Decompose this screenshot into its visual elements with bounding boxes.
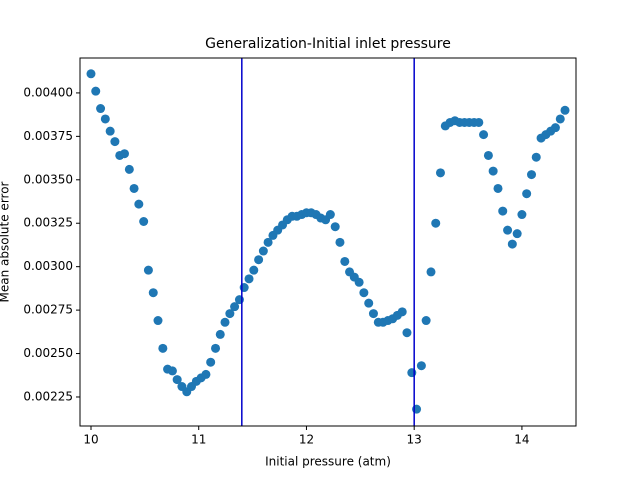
point [254,255,264,265]
point [215,329,225,339]
y-tick-label: 0.00375 [23,129,73,143]
point [129,183,139,193]
point [153,316,163,326]
point [244,274,254,284]
point [550,123,560,133]
point [110,137,120,147]
y-tick-label: 0.00300 [23,259,73,273]
y-tick-label: 0.00250 [23,346,73,360]
x-axis-label: Initial pressure (atm) [265,455,391,469]
point [507,239,517,249]
point [522,189,532,199]
point [402,328,412,338]
point [134,199,144,209]
point [220,317,230,327]
point [335,237,345,247]
plot-frame [79,57,577,427]
point [527,170,537,180]
y-tick-label: 0.00400 [23,85,73,99]
point [148,288,158,298]
point [100,114,110,124]
point [239,283,249,293]
y-tick-label: 0.00225 [23,389,73,403]
point [479,130,489,140]
point [517,210,527,220]
point [531,152,541,162]
point [359,288,369,298]
point [119,149,129,159]
point [258,246,268,256]
point [172,375,182,385]
point [560,105,570,115]
x-tick-label: 14 [514,433,529,447]
point [503,225,513,235]
point [407,368,417,378]
point [143,265,153,275]
y-tick-label: 0.00275 [23,303,73,317]
y-tick-label: 0.00350 [23,172,73,186]
point [483,150,493,160]
point [397,307,407,317]
point [249,265,259,275]
x-tick-label: 11 [191,433,206,447]
point [416,361,426,371]
point [105,126,115,136]
point [325,210,335,220]
point [230,302,240,312]
point [206,357,216,367]
point [426,267,436,277]
point [431,218,441,228]
point [555,114,565,124]
point [488,166,498,176]
point [354,277,364,287]
y-tick-label: 0.00325 [23,216,73,230]
point [435,168,445,178]
x-tick-label: 12 [299,433,314,447]
point [91,86,101,96]
chart-title: Generalization-Initial inlet pressure [205,36,451,52]
point [368,309,378,319]
point [474,117,484,127]
y-axis-label: Mean absolute error [0,181,12,302]
point [211,343,221,353]
point [158,343,168,353]
point [139,216,149,226]
point [498,206,508,216]
point [96,104,106,114]
point [421,316,431,326]
point [124,164,134,174]
point [512,229,522,239]
point [86,69,96,79]
point [330,222,340,232]
point [412,404,422,414]
x-tick-label: 13 [407,433,422,447]
point [201,369,211,379]
point [493,183,503,193]
point [225,309,235,319]
point [167,366,177,376]
point [263,237,273,247]
point [234,295,244,305]
point [340,256,350,266]
x-tick-label: 10 [83,433,98,447]
point [364,298,374,308]
